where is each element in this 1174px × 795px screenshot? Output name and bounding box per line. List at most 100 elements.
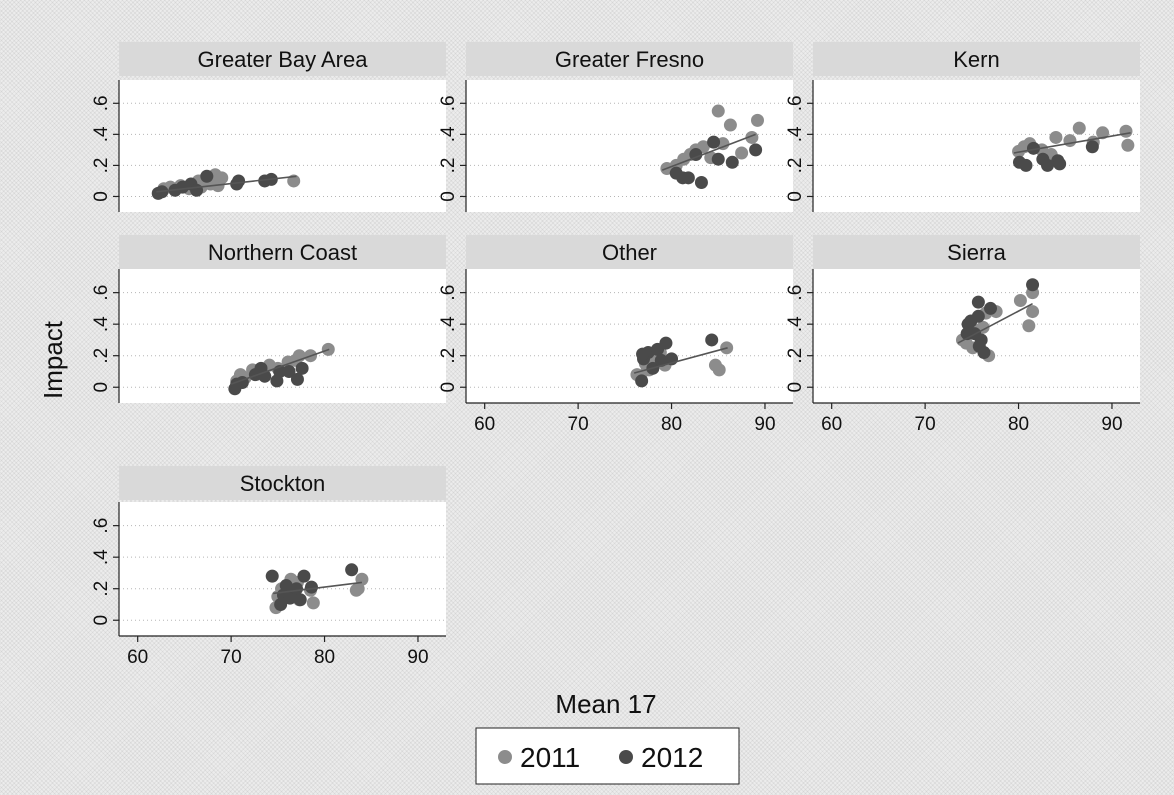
x-tick-label: 70: [221, 647, 242, 668]
x-tick-label: 80: [661, 414, 682, 435]
point-2011: [306, 596, 320, 610]
y-tick-label: .2: [785, 348, 806, 364]
legend-label-2012: 2012: [641, 742, 703, 773]
point-2011: [735, 146, 749, 160]
point-2012: [232, 174, 246, 188]
y-tick-label: .4: [438, 126, 459, 142]
panel-title-strip: [119, 235, 446, 269]
panel-title: Kern: [953, 47, 999, 72]
point-2012: [694, 175, 708, 189]
y-tick-label: .6: [438, 285, 459, 301]
panel-title: Greater Bay Area: [198, 47, 369, 72]
y-tick-label: .2: [438, 348, 459, 364]
x-tick-label: 70: [915, 414, 936, 435]
point-2011: [1072, 121, 1086, 135]
y-tick-label: 0: [91, 615, 112, 626]
point-2012: [1026, 141, 1040, 155]
point-2012: [636, 347, 650, 361]
y-tick-label: .6: [785, 285, 806, 301]
x-tick-label: 90: [1101, 414, 1122, 435]
panel-title: Stockton: [240, 471, 326, 496]
point-2011: [1022, 319, 1036, 333]
point-2012: [635, 374, 649, 388]
point-2012: [265, 569, 279, 583]
point-2012: [972, 339, 986, 353]
y-tick-label: 0: [438, 191, 459, 202]
point-2012: [200, 169, 214, 183]
y-axis-title: Impact: [38, 320, 68, 399]
point-2012: [711, 152, 725, 166]
point-2012: [1026, 278, 1040, 292]
point-2012: [279, 579, 293, 593]
point-2011: [1013, 294, 1027, 308]
x-tick-label: 80: [314, 647, 335, 668]
point-2011: [712, 363, 726, 377]
point-2012: [290, 582, 304, 596]
y-tick-label: .4: [91, 316, 112, 332]
panel-title: Other: [602, 240, 657, 265]
x-tick-label: 80: [1008, 414, 1029, 435]
point-2012: [984, 301, 998, 315]
y-tick-label: .6: [91, 95, 112, 111]
y-tick-label: .4: [438, 316, 459, 332]
x-tick-label: 60: [821, 414, 842, 435]
y-tick-label: .4: [91, 126, 112, 142]
panel-kern: Kern 0 .2 .4 .6: [785, 42, 1140, 212]
panel-stockton: Stockton 0 .2 .4 .6 60 70 80 90: [91, 466, 446, 668]
plot-area: [466, 269, 793, 403]
legend-label-2011: 2011: [520, 742, 580, 773]
point-2012: [1041, 158, 1055, 172]
point-2012: [304, 580, 318, 594]
point-2012: [707, 135, 721, 149]
point-2012: [190, 183, 204, 197]
x-axis-title: Mean 17: [555, 689, 656, 719]
y-tick-label: 0: [91, 191, 112, 202]
panel-greater-bay-area: Greater Bay Area 0 .2 .4 .6: [91, 42, 446, 212]
y-tick-label: 0: [785, 191, 806, 202]
panel-greater-fresno: Greater Fresno 0 .2 .4 .6: [438, 42, 793, 212]
point-2011: [1026, 305, 1040, 319]
point-2011: [723, 118, 737, 132]
panel-title-strip: [813, 235, 1140, 269]
point-2012: [654, 353, 668, 367]
point-2011: [1119, 124, 1133, 138]
y-tick-label: 0: [438, 382, 459, 393]
plot-area: [119, 502, 446, 636]
panel-title: Sierra: [947, 240, 1006, 265]
y-tick-label: .2: [91, 348, 112, 364]
legend-marker-2011: [498, 750, 512, 764]
point-2011: [711, 104, 725, 118]
point-2012: [282, 364, 296, 378]
point-2012: [290, 372, 304, 386]
x-tick-label: 90: [407, 647, 428, 668]
y-tick-label: .6: [438, 95, 459, 111]
y-tick-label: .2: [785, 157, 806, 173]
legend-box: [475, 727, 740, 785]
y-tick-label: 0: [91, 382, 112, 393]
y-tick-label: .6: [785, 95, 806, 111]
panel-title: Northern Coast: [208, 240, 357, 265]
panel-title: Greater Fresno: [555, 47, 704, 72]
panel-title-strip: [466, 42, 793, 76]
fit-line: [957, 302, 1033, 344]
point-2012: [749, 143, 763, 157]
panel-title-strip: [119, 466, 446, 500]
panel-other: Other 0 .2 .4 .6 60 70 80 90: [438, 235, 793, 435]
fit-line: [230, 348, 330, 385]
point-2012: [297, 569, 311, 583]
panel-title-strip: [119, 42, 446, 76]
legend: 2011 2012: [475, 727, 740, 785]
y-tick-label: .2: [91, 581, 112, 597]
legend-marker-2012: [619, 750, 633, 764]
point-2011: [750, 113, 764, 127]
y-tick-label: .2: [438, 157, 459, 173]
point-2012: [725, 155, 739, 169]
panel-title-strip: [466, 235, 793, 269]
point-2012: [705, 333, 719, 347]
point-2012: [295, 361, 309, 375]
y-tick-label: .6: [91, 518, 112, 534]
y-tick-label: .6: [91, 285, 112, 301]
point-2011: [1049, 130, 1063, 144]
panel-sierra: Sierra 0 .2 .4 .6 60 70 80 90: [785, 235, 1140, 435]
